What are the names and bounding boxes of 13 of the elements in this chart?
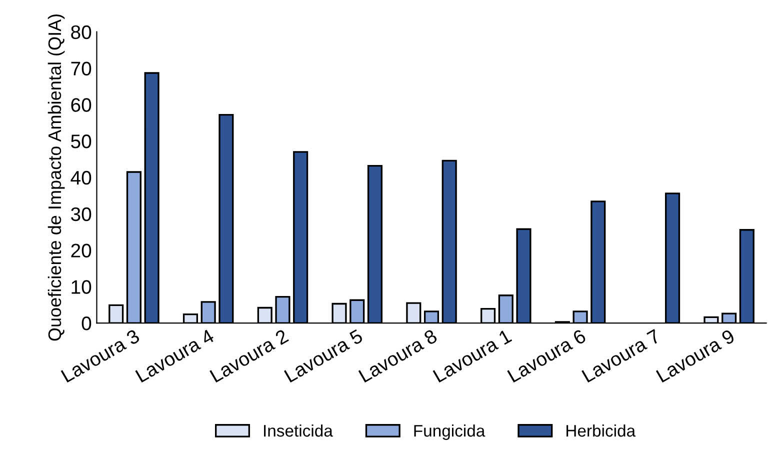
y-tick-label: 70 — [71, 62, 92, 76]
y-axis-title: Quoeficiente de Impacto Ambiental (QIA) — [48, 14, 65, 341]
y-tick-label: 60 — [71, 98, 92, 112]
y-tick-label: 80 — [71, 25, 92, 40]
legend-label: Fungicida — [414, 424, 486, 440]
y-tick-label: 40 — [70, 170, 92, 185]
legend-label: Inseticida — [264, 424, 333, 437]
legend-label: Herbicida — [566, 424, 636, 437]
y-tick-label: 0 — [82, 316, 92, 330]
y-tick-label: 50 — [71, 134, 92, 148]
y-tick-label: 10 — [72, 280, 92, 294]
y-tick-label: 20 — [71, 244, 92, 258]
y-tick-label: 30 — [71, 207, 92, 222]
